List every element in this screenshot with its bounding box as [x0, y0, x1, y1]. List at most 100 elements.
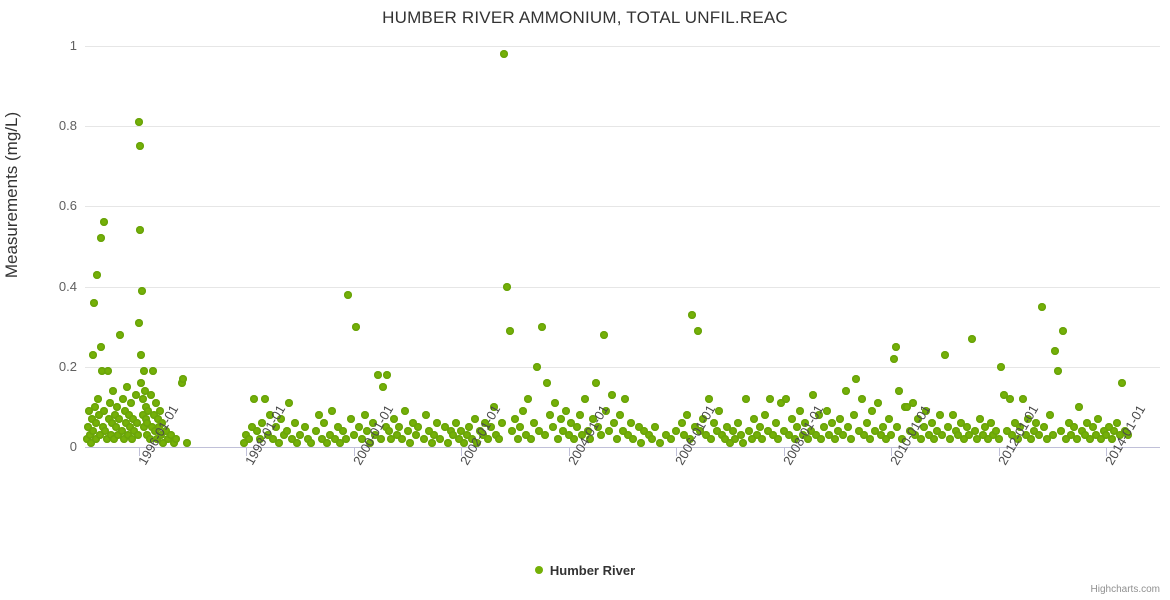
scatter-point[interactable]	[736, 430, 745, 439]
scatter-point[interactable]	[1064, 418, 1073, 427]
scatter-point[interactable]	[1118, 378, 1127, 387]
scatter-point[interactable]	[282, 426, 291, 435]
scatter-point[interactable]	[89, 426, 98, 435]
scatter-point[interactable]	[930, 434, 939, 443]
scatter-point[interactable]	[124, 430, 132, 439]
scatter-point[interactable]	[688, 310, 697, 319]
scatter-point[interactable]	[314, 410, 323, 419]
scatter-point[interactable]	[239, 438, 248, 447]
scatter-point[interactable]	[809, 390, 818, 399]
scatter-point[interactable]	[140, 366, 149, 375]
scatter-point[interactable]	[849, 410, 858, 419]
scatter-point[interactable]	[97, 342, 106, 351]
scatter-point[interactable]	[130, 426, 139, 435]
scatter-point[interactable]	[128, 434, 137, 443]
scatter-point[interactable]	[132, 418, 141, 427]
scatter-point[interactable]	[112, 422, 121, 431]
scatter-point[interactable]	[981, 422, 990, 431]
scatter-point[interactable]	[449, 430, 458, 439]
scatter-point[interactable]	[120, 406, 129, 415]
scatter-point[interactable]	[871, 426, 880, 435]
scatter-point[interactable]	[258, 418, 267, 427]
scatter-point[interactable]	[752, 430, 761, 439]
scatter-point[interactable]	[473, 438, 482, 447]
scatter-point[interactable]	[451, 418, 460, 427]
scatter-point[interactable]	[728, 426, 737, 435]
scatter-point[interactable]	[104, 414, 113, 423]
scatter-point[interactable]	[656, 438, 665, 447]
scatter-point[interactable]	[825, 430, 834, 439]
scatter-point[interactable]	[293, 438, 302, 447]
scatter-point[interactable]	[613, 434, 622, 443]
scatter-point[interactable]	[502, 282, 511, 291]
scatter-point[interactable]	[384, 426, 393, 435]
scatter-point[interactable]	[114, 430, 123, 439]
scatter-point[interactable]	[954, 430, 963, 439]
scatter-point[interactable]	[554, 434, 562, 443]
scatter-point[interactable]	[430, 430, 439, 439]
scatter-point[interactable]	[511, 414, 519, 423]
scatter-point[interactable]	[591, 378, 600, 387]
scatter-point[interactable]	[916, 434, 925, 443]
scatter-point[interactable]	[1016, 422, 1025, 431]
scatter-point[interactable]	[841, 386, 850, 395]
scatter-point[interactable]	[93, 270, 102, 279]
scatter-point[interactable]	[828, 418, 837, 427]
scatter-point[interactable]	[414, 422, 423, 431]
scatter-point[interactable]	[817, 434, 826, 443]
scatter-point[interactable]	[580, 394, 589, 403]
scatter-point[interactable]	[696, 426, 705, 435]
scatter-point[interactable]	[846, 434, 855, 443]
scatter-point[interactable]	[774, 434, 783, 443]
scatter-point[interactable]	[373, 370, 382, 379]
scatter-point[interactable]	[102, 434, 111, 443]
scatter-point[interactable]	[787, 414, 796, 423]
scatter-point[interactable]	[1072, 434, 1081, 443]
scatter-point[interactable]	[119, 434, 128, 443]
scatter-point[interactable]	[126, 422, 135, 431]
scatter-point[interactable]	[1048, 430, 1057, 439]
scatter-point[interactable]	[618, 426, 627, 435]
scatter-point[interactable]	[91, 418, 100, 427]
scatter-point[interactable]	[158, 418, 167, 427]
scatter-point[interactable]	[588, 414, 597, 423]
scatter-point[interactable]	[610, 418, 619, 427]
scatter-point[interactable]	[398, 434, 407, 443]
scatter-point[interactable]	[301, 422, 310, 431]
scatter-point[interactable]	[390, 414, 399, 423]
scatter-point[interactable]	[932, 426, 941, 435]
scatter-point[interactable]	[884, 414, 893, 423]
scatter-point[interactable]	[476, 426, 485, 435]
scatter-point[interactable]	[763, 426, 772, 435]
scatter-point[interactable]	[994, 434, 1003, 443]
scatter-point[interactable]	[454, 434, 463, 443]
scatter-point[interactable]	[785, 430, 794, 439]
scatter-point[interactable]	[274, 438, 283, 447]
scatter-point[interactable]	[629, 434, 638, 443]
scatter-point[interactable]	[852, 374, 861, 383]
scatter-point[interactable]	[519, 406, 528, 415]
scatter-point[interactable]	[320, 418, 329, 427]
scatter-point[interactable]	[253, 426, 261, 435]
scatter-point[interactable]	[997, 362, 1006, 371]
scatter-point[interactable]	[304, 434, 313, 443]
scatter-point[interactable]	[435, 434, 444, 443]
scatter-point[interactable]	[183, 438, 192, 447]
scatter-point[interactable]	[898, 434, 906, 443]
scatter-point[interactable]	[255, 434, 264, 443]
scatter-point[interactable]	[143, 418, 152, 427]
scatter-point[interactable]	[508, 426, 517, 435]
scatter-point[interactable]	[500, 50, 509, 59]
scatter-point[interactable]	[172, 434, 181, 443]
scatter-point[interactable]	[290, 418, 299, 427]
scatter-point[interactable]	[693, 326, 702, 335]
scatter-point[interactable]	[860, 430, 869, 439]
scatter-point[interactable]	[355, 422, 364, 431]
scatter-point[interactable]	[1000, 390, 1009, 399]
scatter-point[interactable]	[814, 410, 823, 419]
scatter-point[interactable]	[868, 406, 877, 415]
scatter-point[interactable]	[865, 434, 874, 443]
scatter-point[interactable]	[1067, 430, 1076, 439]
scatter-point[interactable]	[967, 334, 976, 343]
scatter-point[interactable]	[341, 434, 350, 443]
